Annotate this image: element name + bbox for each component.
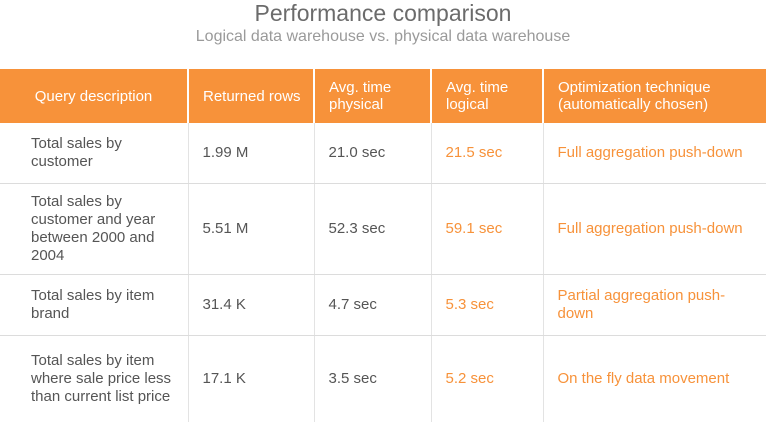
column-header-query: Query description bbox=[0, 69, 188, 123]
logical-time-cell: 59.1 sec bbox=[430, 183, 543, 275]
query-cell: Total sales by customer bbox=[0, 123, 188, 184]
physical-time-cell: 3.5 sec bbox=[313, 335, 431, 422]
column-header-optimization-technique: Optimization technique (automatically ch… bbox=[542, 69, 766, 123]
column-header-avg-time-logical: Avg. time logical bbox=[430, 69, 543, 123]
technique-cell: On the fly data movement bbox=[542, 335, 766, 422]
returned-rows-cell: 31.4 K bbox=[187, 274, 314, 336]
table-header-row: Query description Returned rows Avg. tim… bbox=[0, 69, 766, 123]
table-row: Total sales by customer 1.99 M 21.0 sec … bbox=[0, 123, 766, 184]
table-row: Total sales by item where sale price les… bbox=[0, 335, 766, 422]
physical-time-cell: 21.0 sec bbox=[313, 123, 431, 184]
query-cell: Total sales by item brand bbox=[0, 274, 188, 336]
page-subtitle: Logical data warehouse vs. physical data… bbox=[195, 28, 571, 45]
physical-time-cell: 4.7 sec bbox=[313, 274, 431, 336]
physical-time-cell: 52.3 sec bbox=[313, 183, 431, 275]
logical-time-cell: 21.5 sec bbox=[430, 123, 543, 184]
column-header-returned-rows: Returned rows bbox=[187, 69, 314, 123]
table-row: Total sales by customer and year between… bbox=[0, 183, 766, 275]
column-header-avg-time-physical: Avg. time physical bbox=[313, 69, 431, 123]
returned-rows-cell: 1.99 M bbox=[187, 123, 314, 184]
returned-rows-cell: 5.51 M bbox=[187, 183, 314, 275]
table-row: Total sales by item brand 31.4 K 4.7 sec… bbox=[0, 274, 766, 336]
technique-cell: Partial aggregation push-down bbox=[542, 274, 766, 336]
technique-cell: Full aggregation push-down bbox=[542, 123, 766, 184]
performance-table: Query description Returned rows Avg. tim… bbox=[0, 69, 766, 422]
technique-cell: Full aggregation push-down bbox=[542, 183, 766, 275]
query-cell: Total sales by item where sale price les… bbox=[31, 352, 172, 405]
returned-rows-cell: 17.1 K bbox=[187, 335, 314, 422]
logical-time-cell: 5.3 sec bbox=[430, 274, 543, 336]
logical-time-cell: 5.2 sec bbox=[430, 335, 543, 422]
query-cell: Total sales by customer and year between… bbox=[0, 183, 188, 275]
page-title: Performance comparison bbox=[254, 0, 512, 26]
